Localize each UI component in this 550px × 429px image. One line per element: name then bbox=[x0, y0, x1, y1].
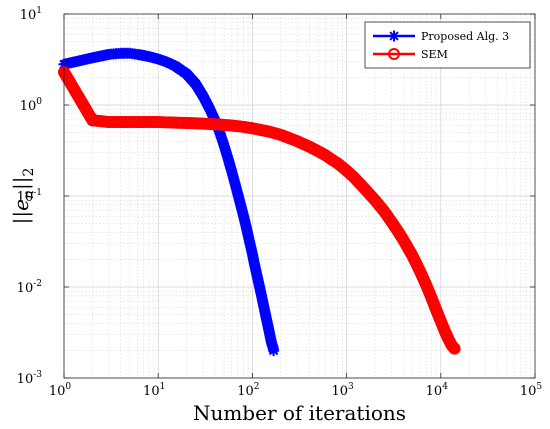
data-point-circle bbox=[388, 48, 400, 60]
y-tick-label: 10-3 bbox=[17, 370, 43, 387]
x-tick-label: 102 bbox=[237, 382, 259, 399]
y-tick-label: 10-2 bbox=[17, 279, 42, 296]
legend-label: Proposed Alg. 3 bbox=[421, 30, 509, 43]
legend-box bbox=[364, 21, 531, 69]
y-axis-label: ||en||2 bbox=[9, 168, 37, 225]
legend-item: SEM bbox=[373, 48, 448, 61]
y-tick-label: 100 bbox=[20, 97, 43, 114]
x-tick-label: 104 bbox=[426, 382, 449, 399]
grid bbox=[63, 14, 535, 379]
x-tick-label: 101 bbox=[143, 382, 165, 399]
series-layer bbox=[58, 47, 461, 357]
series-proposed-alg-3 bbox=[58, 47, 280, 357]
data-point-asterisk bbox=[388, 30, 400, 42]
x-tick-label: 105 bbox=[520, 382, 543, 399]
data-point-circle bbox=[448, 342, 461, 355]
legend: Proposed Alg. 3 SEM bbox=[364, 21, 531, 69]
x-tick-label: 103 bbox=[331, 382, 354, 399]
legend-label: SEM bbox=[421, 48, 448, 61]
legend-item: Proposed Alg. 3 bbox=[373, 30, 509, 43]
x-tick-label: 100 bbox=[49, 382, 72, 399]
x-axis-label: Number of iterations bbox=[193, 401, 406, 425]
y-tick-label: 101 bbox=[20, 6, 42, 23]
ticks: 100 101 102 103 104 105 10-3 10-2 10-1 100 101 bbox=[17, 6, 543, 399]
data-point-asterisk bbox=[268, 345, 280, 357]
y-axis-label-text: ||en||2 bbox=[9, 168, 37, 225]
series-sem bbox=[58, 66, 461, 355]
y-tick-label: 10-1 bbox=[17, 188, 42, 205]
